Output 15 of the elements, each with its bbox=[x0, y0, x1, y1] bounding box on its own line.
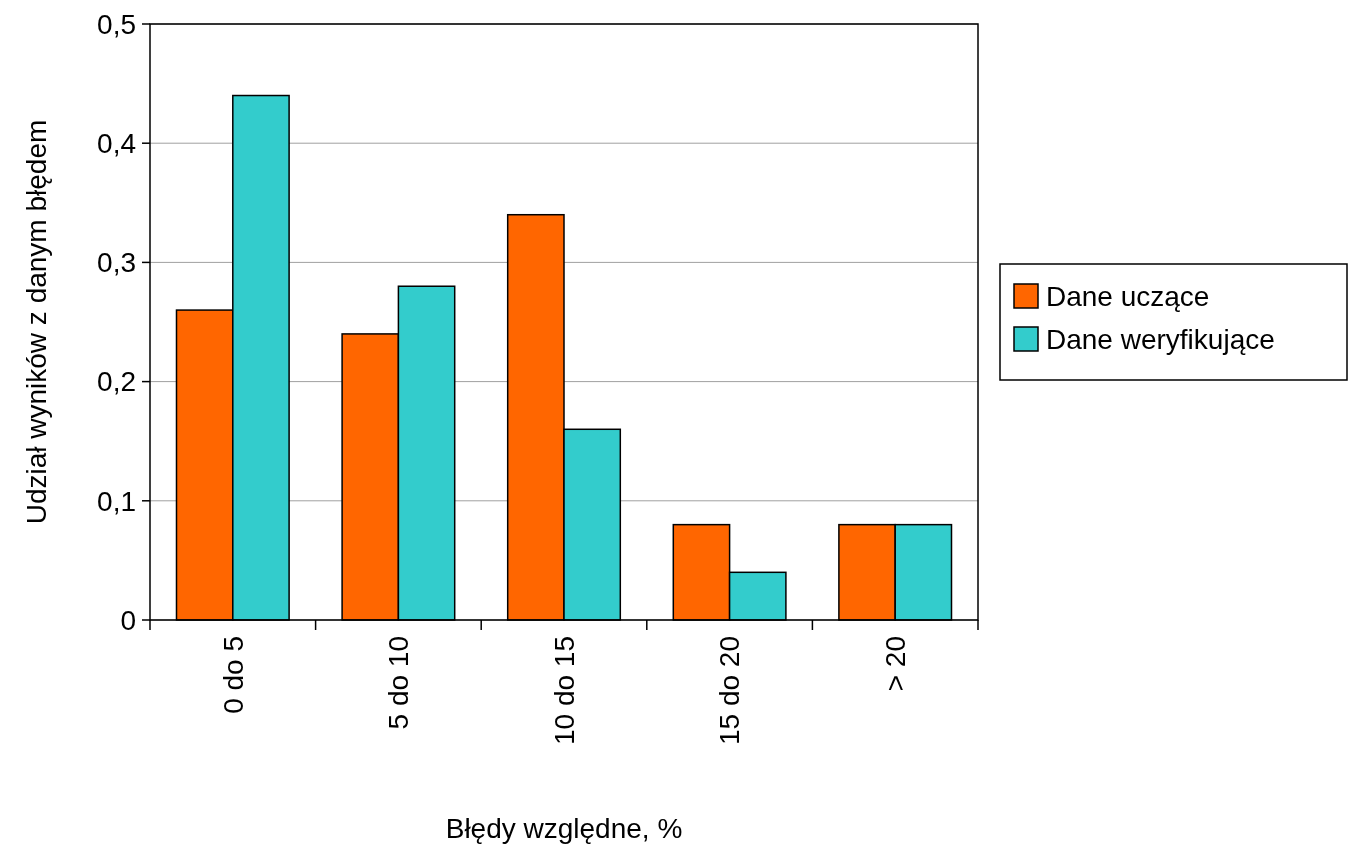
y-tick-label: 0,5 bbox=[97, 8, 136, 40]
x-axis-title: Błędy względne, % bbox=[445, 813, 683, 844]
legend-label: Dane weryfikujące bbox=[1046, 323, 1275, 355]
y-tick-label: 0,4 bbox=[97, 128, 136, 159]
x-tick-label: > 20 bbox=[880, 636, 911, 692]
x-tick-label: 5 do 10 bbox=[383, 636, 415, 730]
y-axis-title: Udział wyników z danym błędem bbox=[21, 119, 52, 525]
y-tick-label: 0,1 bbox=[97, 485, 136, 517]
y-tick-label: 0,2 bbox=[97, 366, 136, 398]
legend-label: Dane uczące bbox=[1046, 280, 1210, 312]
x-tick-label: 15 do 20 bbox=[714, 636, 746, 745]
x-tick-label: 0 do 5 bbox=[217, 636, 249, 714]
y-tick-label: 0,3 bbox=[97, 247, 136, 279]
y-tick-label: 0 bbox=[120, 604, 136, 636]
x-tick-label: 10 do 15 bbox=[548, 636, 580, 745]
